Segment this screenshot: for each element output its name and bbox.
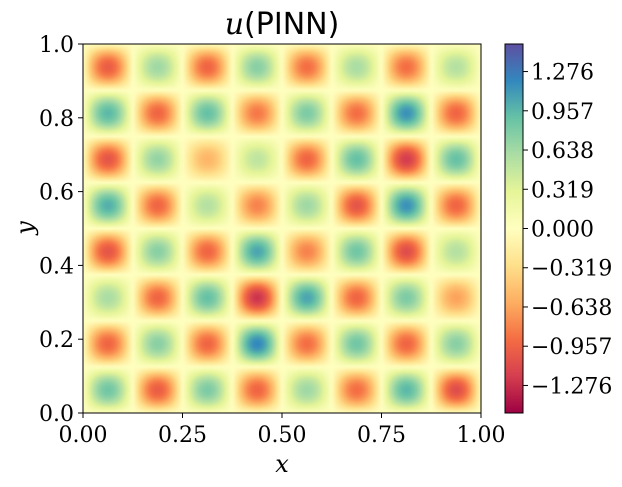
x-tick-label: 0.25	[158, 423, 207, 448]
colorbar	[504, 43, 524, 414]
x-tick-label: 0.00	[59, 423, 108, 448]
colorbar-tick-label: 0.957	[531, 100, 594, 125]
x-axis-label: x	[275, 450, 289, 478]
y-axis-label: y	[11, 221, 39, 236]
y-tick-label: 0.6	[39, 181, 74, 206]
colorbar-tick-label: −1.276	[531, 374, 612, 399]
colorbar-tick-label: 1.276	[531, 61, 594, 86]
colorbar-tick-label: −0.957	[531, 335, 612, 360]
colorbar-tick-label: 0.319	[531, 178, 594, 203]
y-tick-label: 1.0	[39, 33, 74, 58]
heatmap-image	[83, 44, 481, 413]
x-tick-label: 1.00	[457, 423, 506, 448]
chart-title: u(PINN)	[225, 7, 340, 42]
colorbar-tick-label: −0.638	[531, 296, 612, 321]
colorbar-tick-label: 0.638	[531, 139, 594, 164]
y-tick-label: 0.0	[39, 402, 74, 427]
y-tick-label: 0.4	[39, 254, 74, 279]
colorbar-tick-label: −0.319	[531, 257, 612, 282]
x-axis-ticks: 0.00 0.25 0.50 0.75 1.00	[59, 413, 506, 448]
y-tick-label: 0.2	[39, 328, 74, 353]
title-suffix: (PINN)	[244, 7, 339, 42]
x-tick-label: 0.50	[258, 423, 307, 448]
title-variable: u	[225, 7, 244, 42]
colorbar-ticks: 1.276 0.957 0.638 0.319 0.000 −0.319 −0.638 −0.…	[523, 61, 612, 399]
colorbar-tick-label: 0.000	[531, 218, 594, 243]
heatmap-area	[83, 44, 481, 413]
y-tick-label: 0.8	[39, 107, 74, 132]
y-axis-ticks: 0.0 0.2 0.4 0.6 0.8 1.0	[39, 33, 83, 427]
x-tick-label: 0.75	[357, 423, 406, 448]
